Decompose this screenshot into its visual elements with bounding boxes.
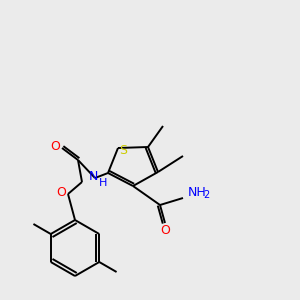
Text: H: H — [99, 178, 107, 188]
Text: 2: 2 — [203, 190, 209, 200]
Text: N: N — [88, 170, 98, 184]
Text: O: O — [50, 140, 60, 154]
Text: O: O — [160, 224, 170, 238]
Text: NH: NH — [188, 187, 207, 200]
Text: O: O — [56, 187, 66, 200]
Text: S: S — [119, 145, 127, 158]
